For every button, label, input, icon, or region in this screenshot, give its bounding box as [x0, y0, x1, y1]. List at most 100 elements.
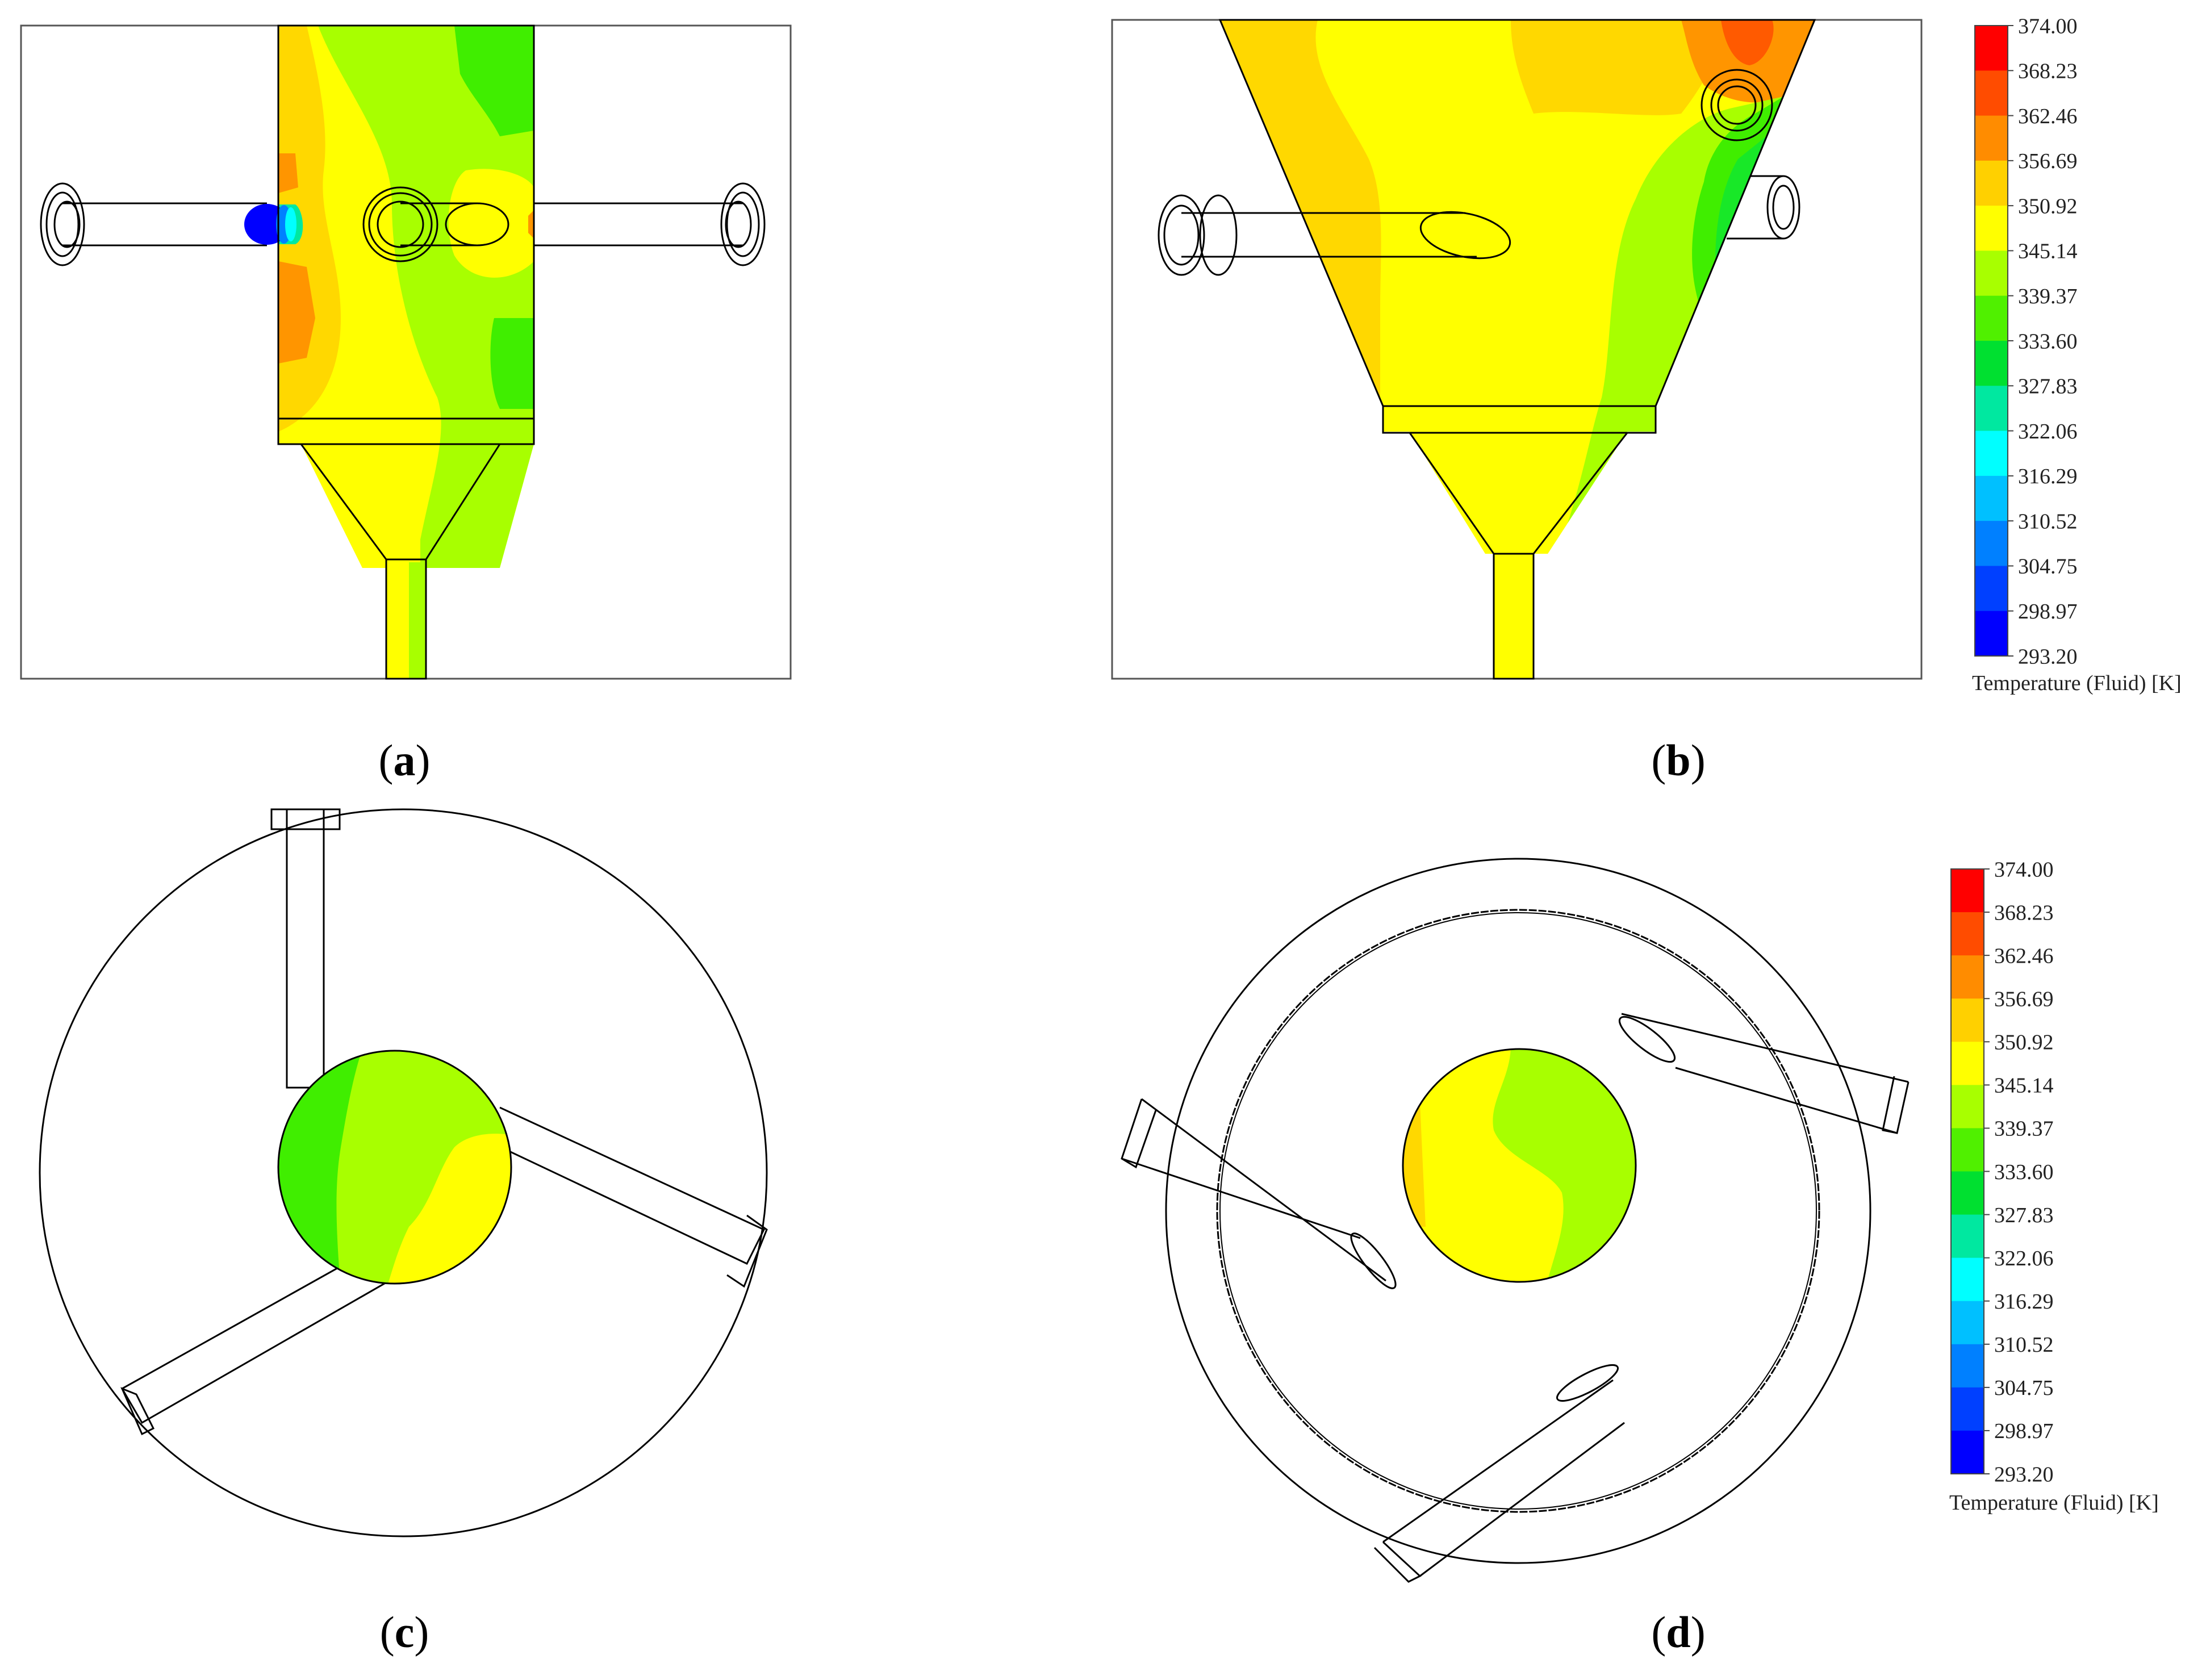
legend-top-tick-label: 374.00: [2018, 14, 2078, 38]
legend-bottom-swatch: [1951, 998, 1984, 1042]
panel-label-c: (c): [380, 1607, 429, 1657]
legend-top-swatch: [1975, 26, 2008, 71]
legend-bottom-swatch: [1951, 1085, 1984, 1129]
legend-top-swatch: [1975, 160, 2008, 206]
panel-c-disk-outline: [277, 1050, 512, 1285]
panel-b-left-pipe: [1158, 194, 1511, 276]
legend-bottom-swatch: [1951, 1301, 1984, 1345]
legend-top-swatch: [1975, 475, 2008, 521]
legend-top-tick-label: 356.69: [2018, 149, 2078, 173]
legend-top-swatch: [1975, 521, 2008, 566]
legend-bottom-tick-label: 304.75: [1994, 1376, 2054, 1400]
panel-d-outer-circle: [1165, 858, 1871, 1564]
panel-a-center-pipe: [362, 186, 509, 262]
legend-top-swatch: [1975, 431, 2008, 477]
legend-bottom-swatch: [1951, 1344, 1984, 1388]
legend-bottom-tick-label: 310.52: [1994, 1333, 2054, 1357]
svg-text:(a): (a): [379, 735, 431, 785]
legend-top-swatch: [1975, 611, 2008, 657]
legend-bottom-tick-label: 333.60: [1994, 1160, 2054, 1184]
panel-label-b: (b): [1651, 735, 1705, 785]
panel-label-a-text: a: [394, 735, 416, 785]
legend-bottom-tick-label: 362.46: [1994, 944, 2054, 968]
legend-top-tick-label: 333.60: [2018, 329, 2078, 353]
legend-bottom-tick-label: 298.97: [1994, 1419, 2054, 1443]
panel-a-view: [20, 24, 792, 680]
legend-bottom-tick-label: 350.92: [1994, 1031, 2054, 1055]
legend-bottom-swatch: [1951, 1128, 1984, 1172]
legend-top-tick-label: 345.14: [2018, 240, 2078, 264]
legend-top-tick-label: 362.46: [2018, 105, 2078, 128]
legend-bottom: 374.00 368.23 362.46 356.69 350.92 345.14 339.…: [1949, 858, 2159, 1515]
panel-d-pipe-right: [1618, 1013, 1910, 1134]
legend-top-title: Temperature (Fluid) [K]: [1972, 671, 2182, 695]
panel-b-top-pipe: [1701, 69, 1773, 141]
legend-top-swatch: [1975, 386, 2008, 432]
panel-d-pipe-bottom: [1373, 1364, 1625, 1583]
legend-bottom-swatch: [1951, 1214, 1984, 1259]
legend-bottom-tick-label: 327.83: [1994, 1203, 2054, 1227]
legend-top-swatch: [1975, 566, 2008, 612]
panel-label-c-text: c: [395, 1607, 415, 1657]
legend-bottom-swatch: [1951, 869, 1984, 913]
legend-top-swatch: [1975, 115, 2008, 161]
legend-top-tick-label: 298.97: [2018, 600, 2078, 624]
legend-top: 374.00 368.23 362.46 356.69 350.92 345.14 339.…: [1972, 14, 2182, 695]
panel-d-inner-circle: [1216, 909, 1820, 1513]
legend-bottom-swatch: [1951, 1387, 1984, 1431]
legend-bottom-swatch: [1951, 1042, 1984, 1085]
legend-top-tick-label: 339.37: [2018, 285, 2078, 308]
legend-top-tick-label: 316.29: [2018, 465, 2078, 488]
panel-a-right-pipe: [534, 182, 766, 266]
panel-b-vessel-outline: [1218, 19, 1816, 680]
panel-a-left-pipe: [40, 182, 267, 266]
legend-top-swatch: [1975, 250, 2008, 296]
svg-text:(c): (c): [380, 1607, 429, 1657]
panel-d-contour: [1403, 1049, 1636, 1282]
panel-c-view: [39, 808, 768, 1537]
panel-b-right-pipe: [1727, 175, 1800, 240]
panel-b-view: [1111, 19, 1923, 680]
legend-bottom-tick-label: 339.37: [1994, 1117, 2054, 1141]
legend-bottom-tick-label: 345.14: [1994, 1074, 2054, 1098]
legend-top-swatch: [1975, 206, 2008, 251]
legend-bottom-tick-label: 374.00: [1994, 858, 2054, 881]
legend-bottom-tick-label: 316.29: [1994, 1290, 2054, 1314]
panel-c-pipe-right: [482, 1106, 768, 1288]
svg-text:(b): (b): [1651, 735, 1705, 785]
panel-label-d: (d): [1651, 1607, 1705, 1657]
legend-top-tick-label: 350.92: [2018, 194, 2078, 218]
panel-c-outer-circle: [39, 808, 768, 1537]
legend-top-tick-label: 368.23: [2018, 60, 2078, 83]
panel-d-disk-outline: [1402, 1048, 1637, 1283]
panel-label-a: (a): [379, 735, 431, 785]
panel-label-d-text: d: [1666, 1607, 1690, 1657]
legend-bottom-swatch: [1951, 1430, 1984, 1474]
legend-top-swatch: [1975, 341, 2008, 386]
panel-a-contour: [278, 26, 534, 679]
legend-top-tick-label: 327.83: [2018, 375, 2078, 399]
panel-c-contour: [278, 1051, 511, 1284]
svg-text:(d): (d): [1651, 1607, 1705, 1657]
legend-bottom-tick-label: 322.06: [1994, 1247, 2054, 1271]
legend-bottom-swatch: [1951, 1257, 1984, 1302]
legend-top-tick-label: 322.06: [2018, 420, 2078, 444]
legend-top-tick-label: 304.75: [2018, 555, 2078, 579]
legend-top-tick-label: 310.52: [2018, 509, 2078, 533]
panel-d-view: [1121, 858, 1910, 1583]
panel-c-pipe-left: [120, 1214, 449, 1436]
legend-top-tick-label: 293.20: [2018, 645, 2078, 668]
legend-bottom-tick-label: 368.23: [1994, 901, 2054, 925]
panel-label-b-text: b: [1666, 735, 1690, 785]
panel-d-pipe-left: [1121, 1098, 1397, 1289]
legend-bottom-tick-label: 356.69: [1994, 988, 2054, 1012]
panel-a-cold-inlet: [244, 204, 296, 245]
panel-c-pipe-top: [270, 808, 341, 1089]
legend-top-swatch: [1975, 70, 2008, 116]
legend-bottom-tick-label: 293.20: [1994, 1462, 2054, 1486]
legend-bottom-swatch: [1951, 955, 1984, 999]
panel-a-vessel-outline: [277, 24, 535, 680]
legend-bottom-swatch: [1951, 912, 1984, 956]
